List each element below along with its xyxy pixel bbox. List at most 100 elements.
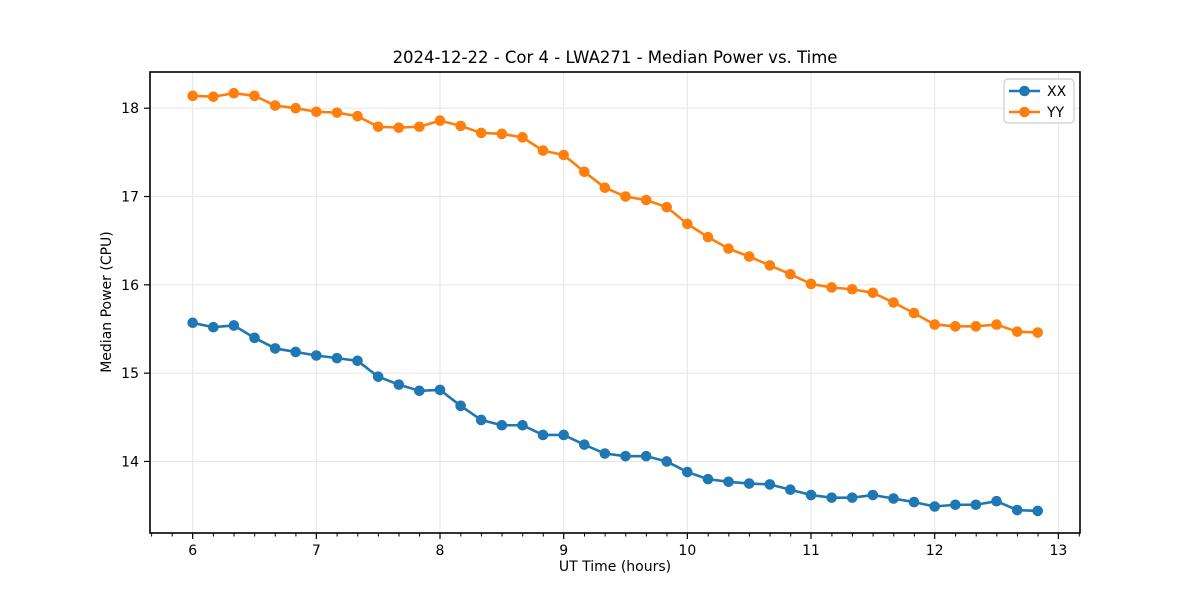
series-XX-marker [352, 355, 363, 367]
x-tick-label: 11 [802, 543, 820, 559]
legend-sample-marker [1019, 85, 1030, 97]
series-YY-marker [599, 182, 611, 193]
series-XX-marker [1032, 505, 1044, 517]
series-XX-marker [970, 499, 982, 511]
y-tick-label: 14 [121, 454, 139, 470]
legend-item-label: YY [1046, 105, 1065, 121]
series-XX-marker [743, 478, 755, 489]
series-YY-marker [888, 297, 899, 308]
series-XX-marker [599, 448, 611, 459]
series-YY-marker [558, 149, 569, 161]
series-YY-marker [723, 243, 734, 254]
series-YY-marker [331, 107, 343, 118]
series-XX-marker [702, 473, 714, 485]
series-YY-marker [1032, 327, 1044, 338]
series-XX-marker [846, 492, 858, 503]
series-YY-marker [785, 268, 796, 280]
series-YY-marker [620, 191, 631, 202]
series-XX-marker [393, 379, 405, 390]
legend-item-label: XX [1047, 84, 1067, 100]
series-YY-marker [517, 132, 528, 143]
series-XX-marker [331, 352, 343, 364]
y-axis-label: Median Power (CPU) [99, 231, 115, 373]
series-XX-marker [475, 414, 487, 426]
x-tick-label: 12 [926, 543, 944, 559]
series-XX-marker [723, 476, 734, 488]
series-XX-marker [785, 484, 796, 496]
y-tick-label: 15 [121, 366, 139, 382]
series-YY-marker [414, 121, 425, 133]
series-XX-marker [908, 496, 920, 508]
series-YY-marker [764, 260, 776, 271]
y-tick-label: 18 [121, 101, 139, 117]
y-tick-label: 17 [121, 190, 139, 206]
series-XX-marker [991, 495, 1002, 507]
series-XX-marker [187, 317, 198, 329]
series-YY-marker [228, 87, 240, 99]
series-XX-marker [434, 384, 446, 396]
series-YY-marker [846, 283, 858, 295]
series-YY-marker [929, 319, 940, 330]
series-YY-marker [661, 201, 672, 213]
series-XX-marker [249, 332, 260, 344]
series-YY-marker [640, 194, 652, 206]
series-YY-marker [537, 145, 549, 156]
series-XX-marker [640, 450, 652, 462]
chart-title: 2024-12-22 - Cor 4 - LWA271 - Median Pow… [392, 48, 838, 67]
series-YY-marker [434, 115, 446, 126]
series-XX-marker [682, 466, 693, 478]
series-XX-marker [929, 501, 940, 512]
series-YY-marker [290, 102, 301, 114]
series-XX-marker [414, 385, 425, 397]
series-YY-line [191, 91, 1040, 334]
series-XX-marker [867, 489, 879, 501]
x-axis-label: UT Time (hours) [558, 559, 672, 575]
series-YY-marker [455, 120, 466, 132]
series-XX-marker [805, 489, 817, 501]
series-YY-marker [311, 106, 322, 118]
series-XX-marker [950, 499, 961, 511]
series-YY-marker [702, 231, 714, 243]
x-tick-label: 9 [559, 543, 568, 559]
series-YY-marker [372, 121, 384, 133]
series-XX-marker [455, 400, 466, 412]
series-XX-marker [517, 419, 528, 431]
series-XX-marker [290, 346, 301, 358]
series-XX-marker [661, 456, 672, 467]
series-YY-marker [496, 128, 508, 140]
series-XX-marker [620, 450, 631, 462]
series-XX-marker [888, 493, 899, 504]
series-YY-marker [579, 166, 590, 178]
series-YY-marker [991, 319, 1002, 330]
series-XX-marker [826, 492, 837, 503]
series-YY-marker [208, 91, 219, 103]
series-YY-marker [682, 218, 693, 230]
plot-frame [149, 71, 1081, 534]
series-YY-marker [743, 251, 755, 262]
series-YY-marker [352, 110, 363, 122]
series-XX-marker [208, 321, 219, 333]
series-YY-marker [867, 287, 879, 299]
series-YY-marker [249, 90, 260, 102]
series-XX-marker [228, 320, 240, 331]
series-XX-marker [579, 439, 590, 450]
series-YY-marker [475, 127, 487, 139]
series-YY-marker [1011, 326, 1023, 337]
x-tick-label: 8 [436, 543, 445, 559]
series-XX-marker [537, 429, 549, 441]
series-XX-marker [372, 371, 384, 382]
x-tick-label: 7 [312, 543, 321, 559]
series-XX-marker [558, 429, 569, 441]
series-YY-marker [269, 100, 281, 111]
y-tick-label: 16 [121, 278, 139, 294]
series-YY-marker [826, 282, 837, 293]
series-XX-marker [311, 350, 322, 361]
series-XX-line [191, 321, 1040, 513]
series-XX-marker [496, 419, 508, 431]
series-YY-marker [950, 321, 961, 332]
series-YY-marker [805, 278, 817, 290]
series-YY-marker [908, 307, 920, 319]
legend-sample-marker [1019, 106, 1030, 118]
